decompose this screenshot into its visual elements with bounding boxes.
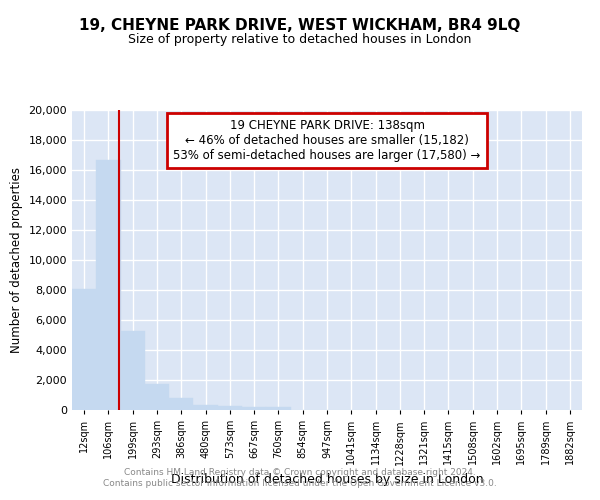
Bar (121, 330, 145, 410)
Bar (96, 160, 121, 410)
Text: 19, CHEYNE PARK DRIVE, WEST WICKHAM, BR4 9LQ: 19, CHEYNE PARK DRIVE, WEST WICKHAM, BR4… (79, 18, 521, 32)
Bar (266, 407, 290, 410)
Bar (242, 406, 266, 410)
Text: 19 CHEYNE PARK DRIVE: 138sqm
← 46% of detached houses are smaller (15,182)
53% o: 19 CHEYNE PARK DRIVE: 138sqm ← 46% of de… (173, 119, 481, 162)
Bar (72, 288, 96, 410)
Text: Size of property relative to detached houses in London: Size of property relative to detached ho… (128, 32, 472, 46)
Bar (145, 384, 169, 410)
Bar (218, 406, 242, 410)
X-axis label: Distribution of detached houses by size in London: Distribution of detached houses by size … (170, 473, 484, 486)
Bar (169, 398, 193, 410)
Y-axis label: Number of detached properties: Number of detached properties (10, 167, 23, 353)
Bar (193, 405, 218, 410)
Text: Contains HM Land Registry data © Crown copyright and database right 2024.
Contai: Contains HM Land Registry data © Crown c… (103, 468, 497, 487)
